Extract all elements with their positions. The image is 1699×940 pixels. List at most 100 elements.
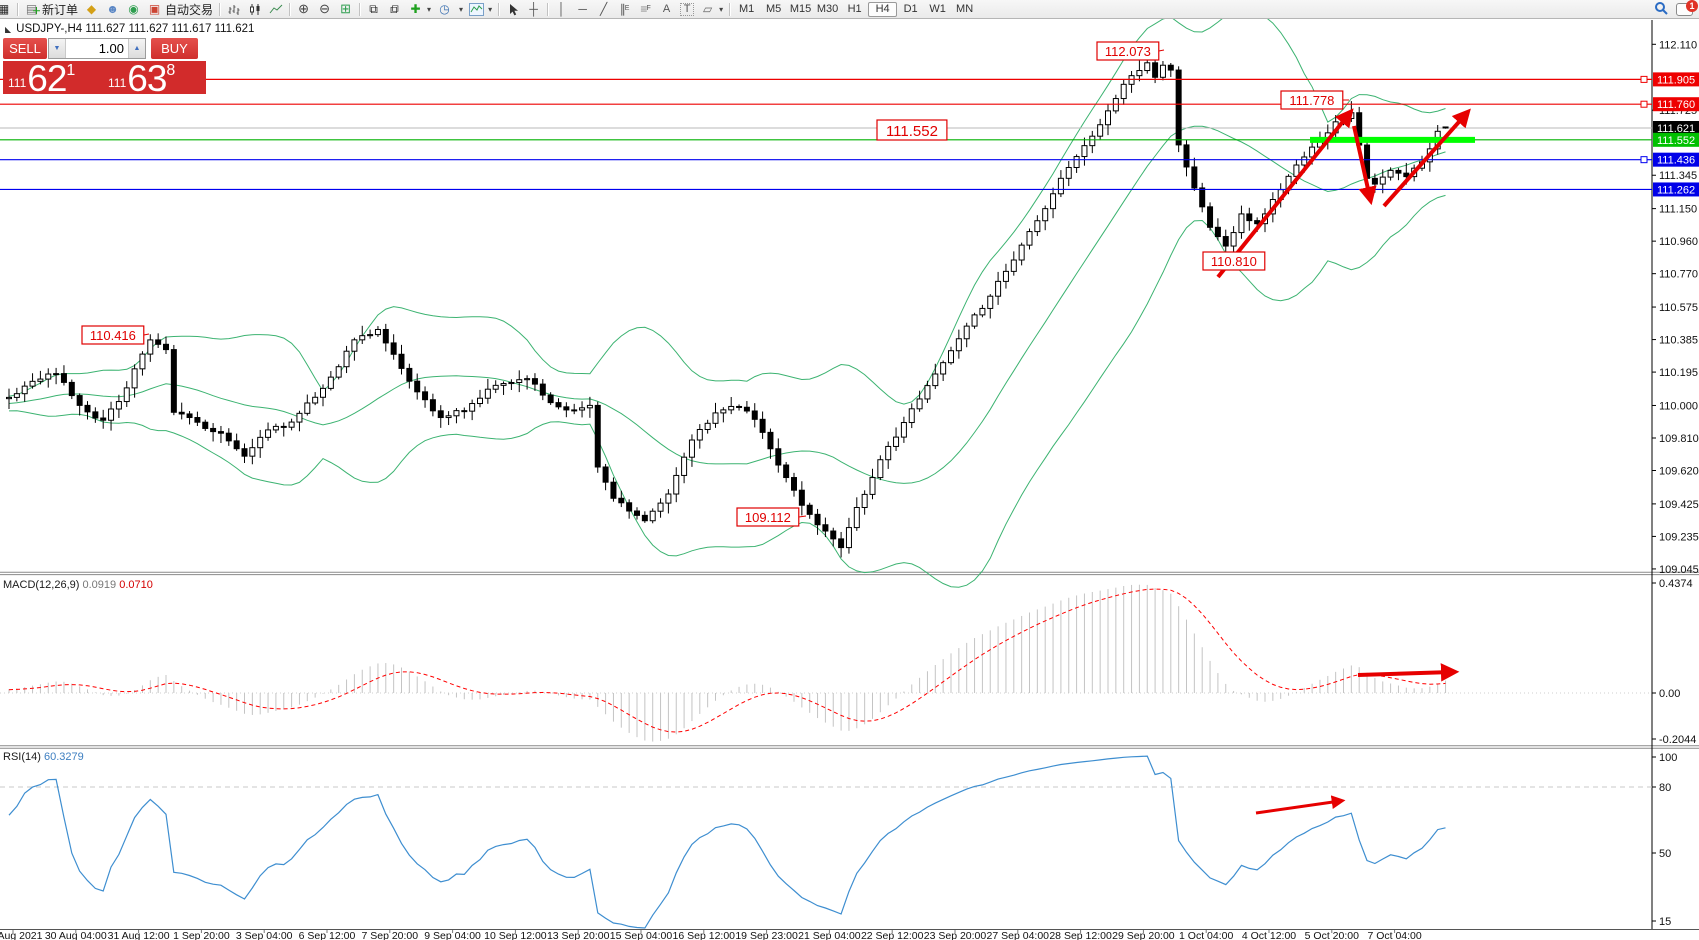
- svg-text:80: 80: [1659, 782, 1671, 794]
- svg-text:0.00: 0.00: [1659, 688, 1680, 700]
- trend-arrow[interactable]: [1216, 108, 1354, 279]
- volume-input[interactable]: 1.00: [65, 39, 129, 58]
- macd-arrow[interactable]: [1357, 663, 1460, 682]
- tab-timeframe-m5[interactable]: M5: [765, 2, 782, 15]
- rsi-line: [8, 755, 1446, 929]
- zoom-in-button[interactable]: ⊕: [298, 1, 309, 16]
- svg-text:26 Aug 2021: 26 Aug 2021: [0, 930, 43, 940]
- svg-text:111.552: 111.552: [886, 123, 938, 140]
- svg-text:100: 100: [1659, 752, 1677, 764]
- new-chart-button[interactable]: ✚ ▾: [405, 1, 434, 17]
- candlestick-mode-button[interactable]: [244, 1, 265, 17]
- tab-timeframe-m30[interactable]: M30: [816, 2, 839, 15]
- volume-stepper: ▼ 1.00 ▲: [48, 38, 146, 59]
- chevron-down-icon: ▾: [488, 4, 493, 14]
- volume-increase-button[interactable]: ▲: [129, 39, 145, 58]
- horizontal-line-111.905[interactable]: [0, 75, 1652, 83]
- price-annotation-111.778[interactable]: 111.778: [1280, 90, 1349, 110]
- svg-text:112.073: 112.073: [1105, 44, 1151, 59]
- rsi-name: RSI(14): [3, 751, 41, 763]
- toolbar-separator: [729, 2, 731, 16]
- svg-text:15 Sep 04:00: 15 Sep 04:00: [610, 930, 673, 940]
- svg-text:111.621: 111.621: [1657, 123, 1695, 135]
- auto-trading-button[interactable]: ▣ 自动交易: [144, 1, 216, 17]
- price-annotation-112.073[interactable]: 112.073: [1096, 41, 1165, 61]
- line-chart-mode-button[interactable]: [265, 1, 286, 17]
- svg-text:112.110: 112.110: [1659, 39, 1697, 51]
- shapes-tool[interactable]: ▱ ▾: [697, 1, 726, 17]
- channel-tool[interactable]: ∥ E: [619, 2, 630, 16]
- macd-indicator-label: MACD(12,26,9) 0.0919 0.0710: [3, 579, 153, 591]
- bar-chart-mode-button[interactable]: [223, 1, 244, 17]
- svg-text:50: 50: [1659, 848, 1671, 860]
- macd-name: MACD(12,26,9): [3, 579, 80, 591]
- horizontal-line-111.76[interactable]: [0, 100, 1652, 108]
- svg-text:110.810: 110.810: [1211, 254, 1257, 269]
- tile-windows-icon: ⊞: [340, 1, 351, 16]
- price-badge-111.621: 111.621: [1653, 121, 1699, 136]
- fibonacci-tool[interactable]: ≡ F: [640, 2, 651, 16]
- tab-timeframe-mn[interactable]: MN: [956, 2, 974, 15]
- chevron-down-icon: ▾: [459, 4, 464, 14]
- buy-button[interactable]: BUY: [151, 38, 198, 59]
- svg-text:111.905: 111.905: [1657, 74, 1695, 86]
- indicators-button[interactable]: ▾: [466, 1, 495, 17]
- profile-button[interactable]: ◆: [81, 1, 102, 17]
- text-label-tool[interactable]: T: [677, 1, 697, 17]
- line-chart-icon: [268, 2, 283, 16]
- tab-timeframe-h4[interactable]: H4: [868, 1, 898, 17]
- sell-button[interactable]: SELL: [3, 38, 47, 59]
- zoom-out-button[interactable]: ⊖: [319, 1, 330, 16]
- ask-price-tile[interactable]: 111 63 8: [103, 60, 206, 97]
- price-badge-111.552: 111.552: [1653, 132, 1699, 147]
- notifications-button[interactable]: 1: [1676, 0, 1698, 16]
- search-button[interactable]: [1654, 1, 1668, 18]
- horizontal-line-tool[interactable]: ─: [578, 2, 587, 16]
- candlesticks: [6, 50, 1449, 558]
- tab-timeframe-m15[interactable]: M15: [789, 2, 812, 15]
- signals-button[interactable]: ◉: [123, 1, 144, 17]
- chevron-down-icon: ▾: [427, 4, 432, 14]
- vertical-line-tool[interactable]: │: [557, 2, 566, 16]
- text-icon: A: [662, 3, 671, 15]
- bid-pip-digit: 1: [66, 62, 76, 79]
- cursor-tool-button[interactable]: [502, 1, 523, 17]
- price-annotation-110.810[interactable]: 110.810: [1202, 251, 1266, 271]
- rsi-arrow[interactable]: [1255, 795, 1346, 815]
- text-tool[interactable]: A: [656, 1, 677, 17]
- trend-arrow[interactable]: [1352, 125, 1377, 206]
- svg-text:111.778: 111.778: [1289, 93, 1334, 108]
- tab-timeframe-w1[interactable]: W1: [929, 2, 946, 15]
- charts-grid-icon[interactable]: ▦: [0, 2, 10, 16]
- tab-timeframe-d1[interactable]: D1: [903, 2, 918, 15]
- profiles-dropdown[interactable]: ▾: [455, 1, 466, 17]
- svg-text:29 Sep 20:00: 29 Sep 20:00: [1112, 930, 1175, 940]
- volume-decrease-button[interactable]: ▼: [49, 39, 65, 58]
- svg-text:111.150: 111.150: [1659, 204, 1697, 216]
- macd-main-value: 0.0919: [82, 579, 117, 591]
- crosshair-tool-button[interactable]: ┼: [523, 1, 544, 17]
- svg-text:109.112: 109.112: [745, 510, 791, 525]
- horizontal-line-111.436[interactable]: [0, 156, 1652, 164]
- svg-text:110.000: 110.000: [1659, 400, 1698, 412]
- trendline-tool[interactable]: ╱: [599, 2, 608, 16]
- svg-text:111.760: 111.760: [1657, 99, 1695, 111]
- bid-price-tile[interactable]: 111 62 1: [3, 60, 106, 97]
- trend-arrow[interactable]: [1382, 108, 1471, 208]
- tab-timeframe-m1[interactable]: M1: [738, 2, 755, 15]
- price-annotation-110.416[interactable]: 110.416: [81, 325, 150, 345]
- clock-button[interactable]: ◷: [434, 1, 455, 17]
- chart-title: ◣ USDJPY-,H4 111.627 111.627 111.617 111…: [5, 23, 254, 35]
- price-annotation-109.112[interactable]: 109.112: [736, 507, 807, 527]
- svg-text:22 Sep 12:00: 22 Sep 12:00: [861, 930, 924, 940]
- tile-windows-button[interactable]: ⊞: [335, 1, 356, 17]
- price-annotation-111.552[interactable]: 111.552: [876, 119, 948, 141]
- cascade-windows-button[interactable]: ⧉: [363, 1, 384, 17]
- signals-icon: ◉: [128, 2, 139, 16]
- new-order-button[interactable]: ▤ ＋ 新订单: [21, 1, 81, 17]
- tab-timeframe-h1[interactable]: H1: [847, 2, 862, 15]
- arrange-windows-button[interactable]: ⧉: [384, 1, 405, 17]
- chart-title-text: USDJPY-,H4 111.627 111.627 111.617 111.6…: [16, 23, 255, 35]
- community-button[interactable]: ☻: [102, 1, 123, 17]
